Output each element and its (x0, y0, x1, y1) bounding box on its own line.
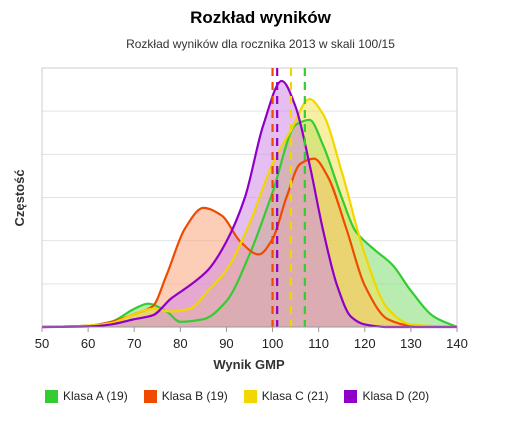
x-tick-label: 90 (219, 336, 233, 351)
series-line-4 (41, 79, 457, 329)
x-tick-label: 100 (262, 336, 284, 351)
legend-item-2[interactable]: Klasa B (19) (143, 389, 228, 403)
x-tick-label: 130 (400, 336, 422, 351)
series-areas (42, 80, 457, 327)
legend-swatch (143, 389, 157, 403)
series-line-1 (41, 118, 458, 329)
x-axis-label: Wynik GMP (213, 357, 285, 372)
legend-item-3[interactable]: Klasa C (21) (243, 389, 329, 403)
legend-item-1[interactable]: Klasa A (19) (45, 389, 128, 403)
series-lines (41, 79, 458, 329)
legend-swatch (344, 389, 358, 403)
mean-lines (271, 68, 306, 327)
x-tick-label: 140 (446, 336, 468, 351)
legend-label: Klasa B (19) (161, 389, 228, 403)
series-area-4 (42, 80, 457, 327)
legend: Klasa A (19) Klasa B (19) Klasa C (21) Klas… (45, 389, 445, 403)
x-tick-label: 50 (35, 336, 49, 351)
series-area-3 (42, 99, 457, 327)
chart-subtitle: Rozkład wyników dla rocznika 2013 w skal… (126, 37, 395, 51)
y-axis-label: Częstość (12, 169, 27, 226)
legend-swatch (243, 389, 257, 403)
x-tick-label: 80 (173, 336, 187, 351)
density-chart: 50 60 70 80 90 100 110 120 130 140 Wynik GMP Częs… (12, 67, 468, 372)
x-tick-label: 120 (354, 336, 376, 351)
x-tick-label: 70 (127, 336, 141, 351)
legend-swatch (45, 389, 58, 403)
series-line-3 (41, 97, 458, 329)
legend-item-4[interactable]: Klasa D (20) (344, 389, 429, 403)
x-tick-label: 110 (308, 336, 329, 351)
axes: 50 60 70 80 90 100 110 120 130 140 (35, 326, 468, 351)
chart-title: Rozkład wyników (190, 8, 331, 27)
legend-label: Klasa C (21) (261, 389, 329, 403)
legend-label: Klasa A (19) (63, 389, 128, 403)
legend-label: Klasa D (20) (362, 389, 430, 403)
x-tick-label: 60 (81, 336, 95, 351)
